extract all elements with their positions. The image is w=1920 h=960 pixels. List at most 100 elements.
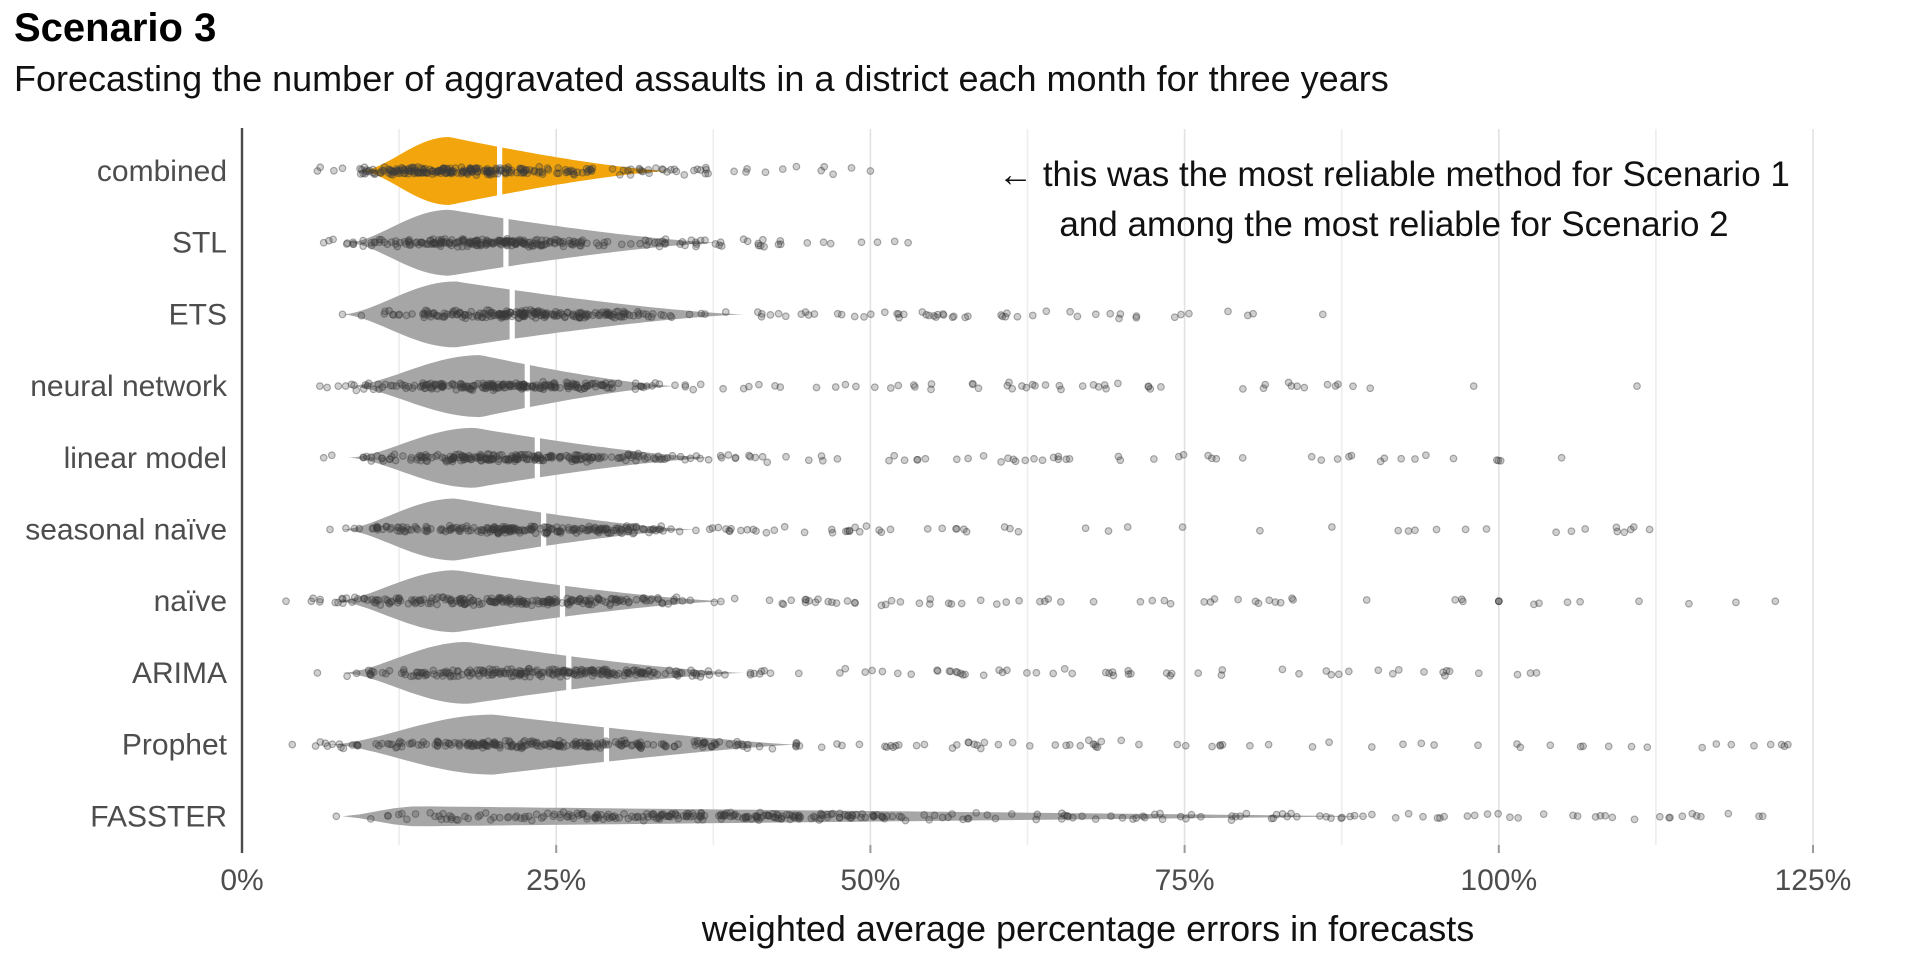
data-point — [743, 237, 752, 246]
data-point — [572, 742, 580, 750]
data-point — [653, 670, 662, 679]
data-point — [495, 166, 504, 175]
data-point — [620, 312, 629, 321]
data-point — [381, 307, 389, 316]
data-point — [1635, 597, 1643, 606]
data-point — [569, 380, 578, 389]
data-point — [692, 242, 700, 251]
data-point — [588, 453, 597, 462]
data-point — [369, 668, 378, 676]
data-point — [426, 236, 435, 245]
data-point — [528, 241, 537, 250]
data-point — [1182, 814, 1190, 823]
data-point — [288, 740, 297, 749]
data-point — [658, 237, 667, 246]
data-point — [473, 313, 482, 321]
data-point — [1494, 597, 1503, 606]
data-point — [503, 237, 511, 246]
data-point — [372, 522, 381, 531]
data-point — [522, 306, 530, 315]
data-point — [761, 168, 770, 177]
data-point — [670, 165, 679, 174]
data-point — [362, 166, 371, 174]
data-point — [529, 242, 538, 250]
data-point — [444, 456, 453, 465]
data-point — [952, 455, 961, 464]
data-point — [804, 311, 813, 319]
data-point — [1057, 385, 1065, 394]
data-point — [367, 238, 376, 247]
data-point — [1006, 524, 1014, 533]
data-point — [1532, 669, 1541, 677]
data-point — [739, 384, 748, 393]
data-point — [367, 241, 376, 250]
data-point — [567, 166, 575, 175]
data-point — [323, 383, 331, 392]
data-point — [833, 740, 841, 748]
data-point — [717, 811, 726, 820]
data-point — [553, 169, 561, 178]
data-point — [1569, 811, 1577, 820]
data-point — [1613, 527, 1622, 536]
data-point — [612, 307, 621, 316]
data-point — [386, 166, 395, 174]
data-point — [434, 167, 443, 176]
data-point — [1349, 382, 1357, 391]
data-point — [861, 668, 870, 676]
data-point — [642, 597, 651, 605]
data-point — [968, 379, 977, 388]
data-point — [1089, 381, 1098, 389]
data-point — [457, 163, 466, 172]
data-point — [554, 164, 563, 172]
data-point — [349, 240, 358, 248]
data-point — [462, 383, 471, 392]
data-point — [1308, 743, 1317, 751]
data-point — [833, 309, 842, 318]
data-point — [370, 170, 379, 179]
data-point — [563, 812, 572, 821]
violin-row — [288, 714, 1792, 775]
data-point — [765, 596, 774, 605]
data-point — [904, 238, 912, 247]
data-point — [537, 455, 546, 463]
violin-row — [313, 642, 1541, 704]
data-point — [494, 380, 503, 389]
data-point — [631, 379, 640, 388]
data-point — [514, 381, 522, 389]
data-point — [442, 310, 451, 319]
data-point — [499, 238, 508, 247]
data-point — [523, 383, 532, 392]
data-point — [811, 598, 820, 607]
data-point — [425, 165, 434, 174]
data-point — [397, 525, 406, 534]
data-point — [472, 311, 481, 320]
data-point — [414, 163, 422, 171]
data-point — [1062, 455, 1071, 464]
data-point — [536, 241, 545, 250]
data-point — [1251, 597, 1260, 606]
data-point — [466, 593, 474, 602]
data-point — [455, 308, 464, 317]
data-point — [367, 453, 376, 461]
data-point — [349, 240, 357, 249]
data-point — [1081, 524, 1090, 533]
data-point — [574, 384, 583, 392]
data-point — [555, 454, 564, 463]
data-point — [443, 168, 452, 177]
data-point — [1144, 382, 1153, 391]
data-point — [520, 309, 529, 317]
violin-ETS — [342, 281, 745, 348]
data-point — [459, 166, 468, 175]
data-point — [553, 236, 562, 244]
data-point — [572, 456, 580, 465]
median-gap-ETS — [509, 286, 515, 342]
data-point — [359, 385, 368, 393]
data-point — [1724, 809, 1733, 818]
data-point — [826, 239, 835, 248]
data-point — [457, 169, 466, 178]
data-point — [567, 598, 575, 607]
data-point — [359, 453, 368, 462]
data-point — [573, 168, 582, 177]
data-point — [957, 599, 966, 608]
data-point — [501, 164, 510, 173]
